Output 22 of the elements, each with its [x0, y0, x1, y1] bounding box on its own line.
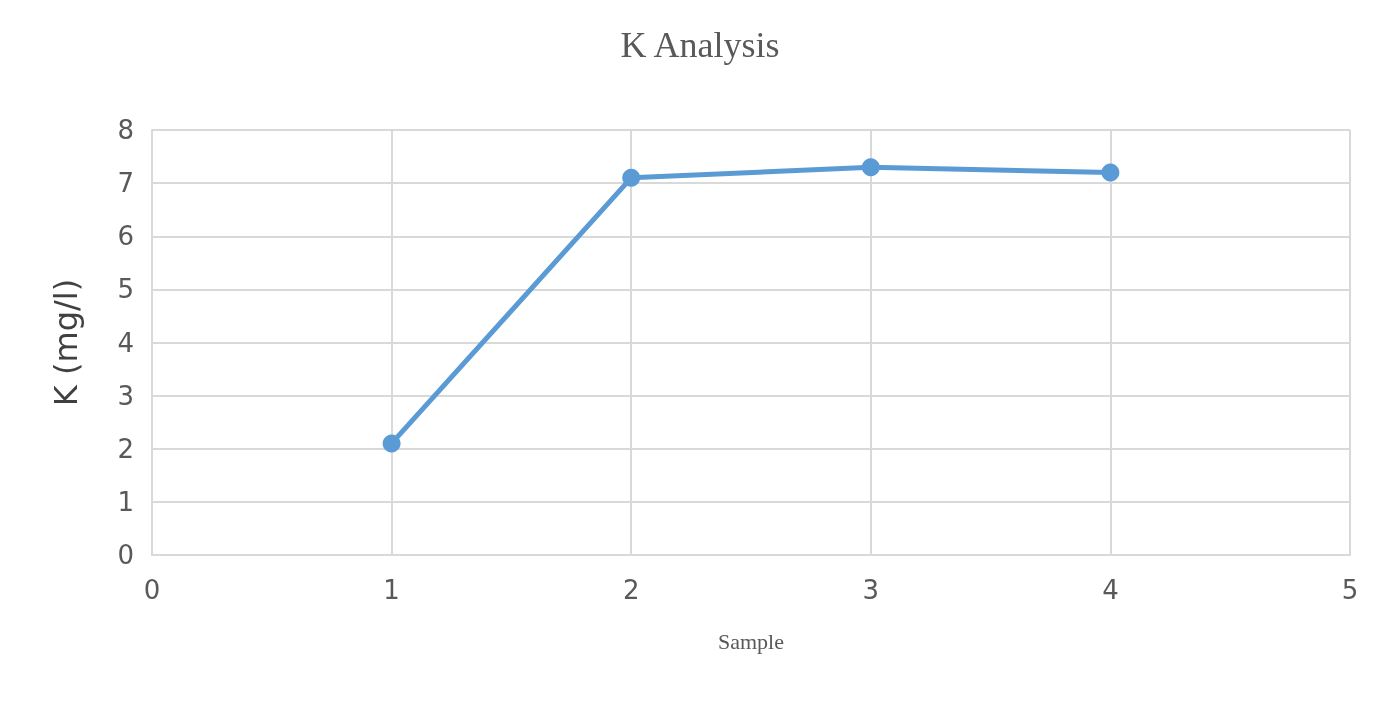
- point: [622, 168, 641, 187]
- y-axis-title: K (mg/l): [47, 278, 85, 407]
- x-tick-label: 4: [1102, 575, 1119, 605]
- y-tick-label: 5: [117, 274, 134, 305]
- y-tick-label: 0: [117, 540, 134, 570]
- y-tick-label: 1: [117, 486, 134, 517]
- y-tick-label: 4: [117, 327, 134, 358]
- y-tick-label: 6: [117, 221, 134, 252]
- x-tick-label: 2: [622, 575, 640, 605]
- x-tick-label: 0: [143, 575, 161, 605]
- y-tick-label: 7: [117, 168, 134, 199]
- x-tick-label: 3: [862, 575, 880, 605]
- point: [382, 434, 401, 453]
- x-tick-label: 5: [1341, 575, 1359, 605]
- y-tick-label: 2: [117, 433, 134, 464]
- x-tick-label: 1: [383, 575, 400, 605]
- chart-title: K Analysis: [620, 25, 780, 65]
- point: [1101, 163, 1120, 182]
- point: [861, 158, 880, 177]
- x-axis-title: Sample: [718, 628, 784, 654]
- y-tick-label: 8: [117, 115, 134, 145]
- y-tick-label: 3: [117, 380, 134, 411]
